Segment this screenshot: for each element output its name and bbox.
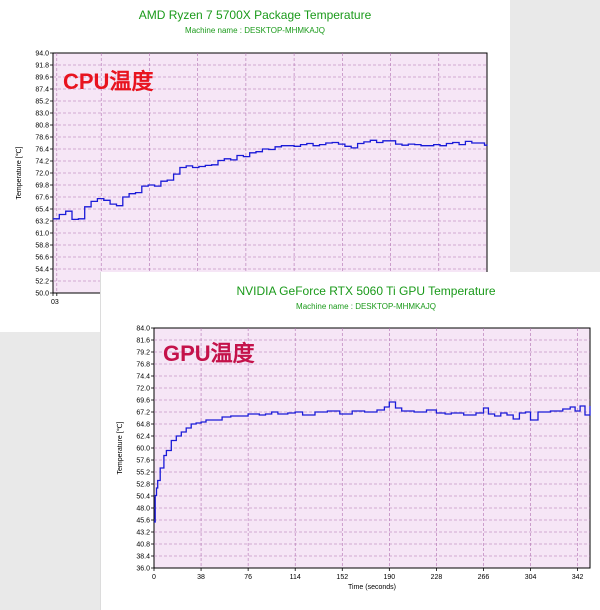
y-axis-label: Temperature [℃]	[16, 146, 23, 199]
x-axis-label: Time (seconds)	[348, 584, 396, 591]
y-tick-label: 60.0	[136, 446, 150, 453]
y-tick-label: 56.6	[35, 255, 49, 262]
y-tick-label: 79.2	[136, 350, 150, 357]
y-tick-label: 54.4	[35, 267, 49, 274]
y-tick-label: 69.8	[35, 183, 49, 190]
series-line	[154, 401, 591, 523]
y-tick-label: 58.8	[35, 243, 49, 250]
y-tick-label: 84.0	[136, 326, 150, 333]
cpu-overlay-label: CPU温度	[63, 69, 154, 94]
y-tick-label: 57.6	[136, 458, 150, 465]
y-tick-label: 61.0	[35, 231, 49, 238]
x-tick-label: 114	[290, 574, 301, 581]
cpu-temperature-chart: 94.0 91.8 89.6 87.4 85.2 83.0 80.8 78.6 76.4 74.2…	[16, 51, 488, 306]
y-tick-label: 38.4	[136, 554, 150, 561]
y-tick-label: 72.0	[136, 386, 150, 393]
y-tick-label: 52.8	[136, 482, 150, 489]
x-tick-label: 342	[572, 574, 584, 581]
y-tick-label: 64.8	[136, 422, 150, 429]
y-tick-label: 74.2	[35, 159, 49, 166]
y-tick-label: 45.6	[136, 518, 150, 525]
x-tick-label: 0	[152, 574, 156, 581]
y-tick-label: 36.0	[136, 566, 150, 573]
y-tick-label: 81.6	[136, 338, 150, 345]
y-tick-label: 85.2	[35, 99, 49, 106]
y-tick-label: 67.2	[136, 410, 150, 417]
y-axis-label: Temperature [℃]	[117, 421, 124, 474]
x-tick-label: 3	[55, 299, 59, 306]
gpu-temperature-chart: 84.0 81.6 79.2 76.8 74.4 72.0 69.6 67.2 64.8 62.4…	[117, 326, 591, 591]
x-tick-label: 0	[51, 299, 55, 306]
y-tick-label: 89.6	[35, 75, 49, 82]
y-tick-label: 50.0	[35, 291, 49, 298]
x-tick-label: 266	[478, 574, 490, 581]
y-tick-label: 48.0	[136, 506, 150, 513]
x-tick-label: 304	[525, 574, 537, 581]
y-tick-label: 91.8	[35, 63, 49, 70]
y-tick-label: 55.2	[136, 470, 150, 477]
x-tick-label: 190	[383, 574, 395, 581]
x-tick-label: 152	[336, 574, 348, 581]
y-tick-label: 50.4	[136, 494, 150, 501]
y-tick-label: 80.8	[35, 123, 49, 130]
y-tick-label: 74.4	[136, 374, 150, 381]
gpu-chart-panel: NVIDIA GeForce RTX 5060 Ti GPU Temperatu…	[100, 272, 600, 610]
x-tick-label: 228	[431, 574, 443, 581]
series-line	[53, 139, 488, 221]
y-tick-label: 72.0	[35, 171, 49, 178]
cpu-chart-title: AMD Ryzen 7 5700X Package Temperature	[138, 8, 372, 22]
y-tick-label: 40.8	[136, 542, 150, 549]
y-tick-label: 87.4	[35, 87, 49, 94]
y-tick-label: 52.2	[35, 279, 49, 286]
gpu-machine-name: Machine name : DESKTOP-MHMKAJQ	[296, 302, 436, 311]
y-tick-label: 63.2	[35, 219, 49, 226]
x-tick-label: 76	[244, 574, 252, 581]
y-tick-label: 67.6	[35, 195, 49, 202]
y-tick-label: 83.0	[35, 111, 49, 118]
y-tick-label: 76.8	[136, 362, 150, 369]
y-tick-label: 76.4	[35, 147, 49, 154]
y-tick-label: 69.6	[136, 398, 150, 405]
x-tick-label: 38	[197, 574, 205, 581]
y-tick-label: 65.4	[35, 207, 49, 214]
gpu-chart-title: NVIDIA GeForce RTX 5060 Ti GPU Temperatu…	[236, 284, 496, 298]
gpu-overlay-label: GPU温度	[163, 341, 255, 366]
y-tick-label: 62.4	[136, 434, 150, 441]
cpu-machine-name: Machine name : DESKTOP-MHMKAJQ	[185, 26, 325, 35]
y-tick-label: 43.2	[136, 530, 150, 537]
y-tick-label: 78.6	[35, 135, 49, 142]
y-tick-label: 94.0	[35, 51, 49, 58]
